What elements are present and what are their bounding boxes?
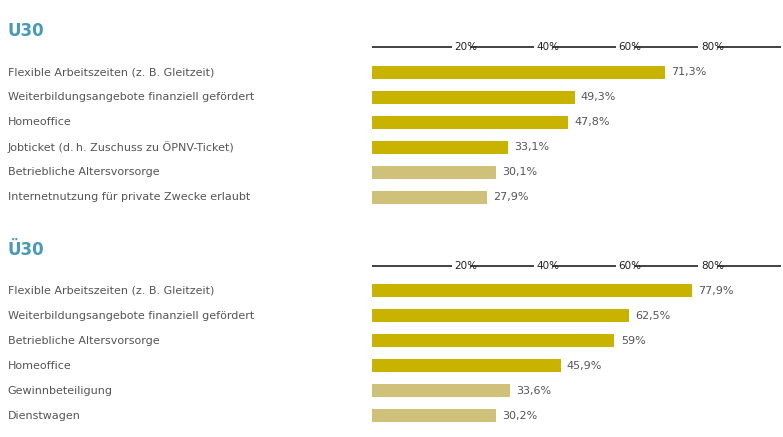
Text: 30,2%: 30,2% bbox=[503, 411, 538, 421]
Bar bbox=[372, 191, 486, 204]
Text: Dienstwagen: Dienstwagen bbox=[8, 411, 81, 421]
Text: Flexible Arbeitszeiten (z. B. Gleitzeit): Flexible Arbeitszeiten (z. B. Gleitzeit) bbox=[8, 286, 215, 296]
Text: 71,3%: 71,3% bbox=[671, 67, 706, 77]
Text: 60%: 60% bbox=[619, 261, 641, 271]
Text: 59%: 59% bbox=[621, 336, 645, 346]
Text: 47,8%: 47,8% bbox=[575, 118, 610, 127]
Bar bbox=[372, 66, 665, 79]
Text: Betriebliche Altersvorsorge: Betriebliche Altersvorsorge bbox=[8, 167, 160, 177]
Text: Flexible Arbeitszeiten (z. B. Gleitzeit): Flexible Arbeitszeiten (z. B. Gleitzeit) bbox=[8, 67, 215, 77]
Bar bbox=[372, 91, 575, 104]
Text: 80%: 80% bbox=[701, 261, 723, 271]
Bar bbox=[372, 116, 568, 129]
Text: Homeoffice: Homeoffice bbox=[8, 118, 71, 127]
Text: 62,5%: 62,5% bbox=[635, 311, 670, 321]
Bar bbox=[372, 166, 496, 179]
Bar bbox=[372, 409, 496, 422]
Text: 30,1%: 30,1% bbox=[502, 167, 537, 177]
Text: 77,9%: 77,9% bbox=[698, 286, 734, 296]
Text: 33,6%: 33,6% bbox=[516, 386, 551, 396]
Text: 20%: 20% bbox=[454, 42, 477, 52]
Text: Homeoffice: Homeoffice bbox=[8, 361, 71, 371]
Text: 20%: 20% bbox=[454, 261, 477, 271]
Bar bbox=[372, 334, 615, 347]
Text: Internetnutzung für private Zwecke erlaubt: Internetnutzung für private Zwecke erlau… bbox=[8, 192, 250, 202]
Text: 60%: 60% bbox=[619, 42, 641, 52]
Bar bbox=[372, 141, 508, 154]
Text: 45,9%: 45,9% bbox=[567, 361, 602, 371]
Text: Betriebliche Altersvorsorge: Betriebliche Altersvorsorge bbox=[8, 336, 160, 346]
Bar bbox=[372, 309, 629, 323]
Text: 40%: 40% bbox=[536, 261, 559, 271]
Bar bbox=[372, 359, 561, 372]
Bar bbox=[372, 384, 510, 397]
Text: 49,3%: 49,3% bbox=[581, 92, 616, 102]
Text: 27,9%: 27,9% bbox=[493, 192, 529, 202]
Text: Weiterbildungsangebote finanziell gefördert: Weiterbildungsangebote finanziell geförd… bbox=[8, 92, 254, 102]
Bar bbox=[372, 284, 692, 298]
Text: Ü30: Ü30 bbox=[8, 241, 45, 259]
Text: 80%: 80% bbox=[701, 42, 723, 52]
Text: Jobticket (d. h. Zuschuss zu ÖPNV-Ticket): Jobticket (d. h. Zuschuss zu ÖPNV-Ticket… bbox=[8, 142, 235, 153]
Text: U30: U30 bbox=[8, 22, 45, 40]
Text: Gewinnbeteiligung: Gewinnbeteiligung bbox=[8, 386, 113, 396]
Text: 40%: 40% bbox=[536, 42, 559, 52]
Text: 33,1%: 33,1% bbox=[514, 142, 550, 153]
Text: Weiterbildungsangebote finanziell gefördert: Weiterbildungsangebote finanziell geförd… bbox=[8, 311, 254, 321]
